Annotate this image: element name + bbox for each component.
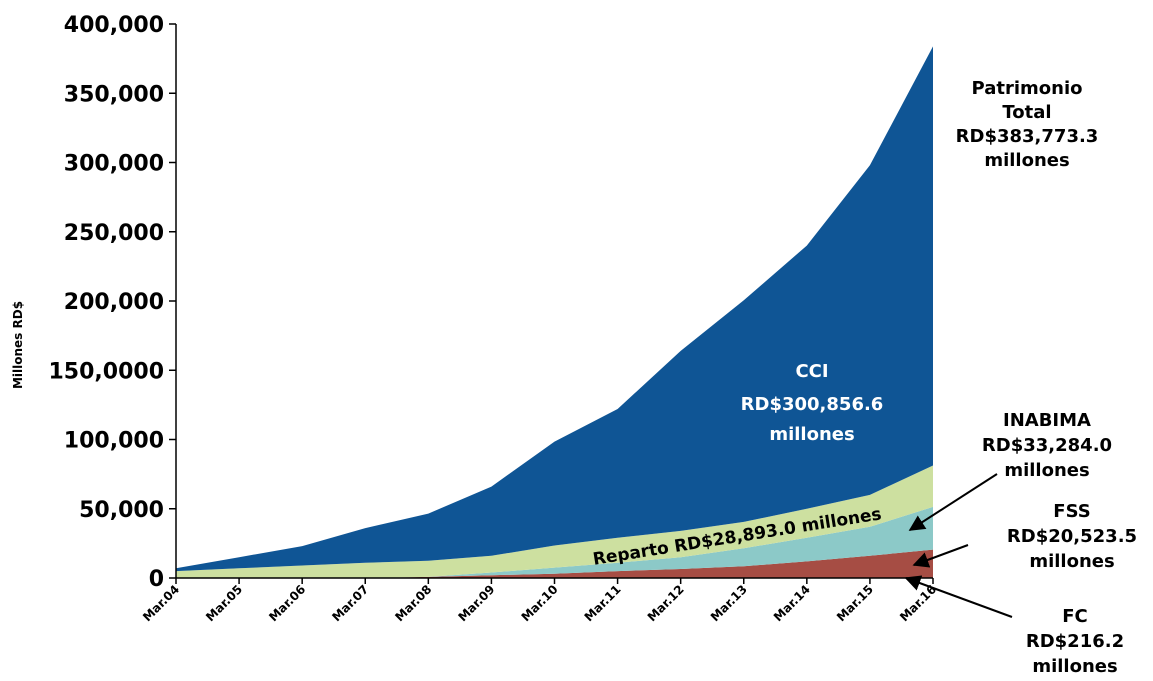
cci-annotation: CCI RD$300,856.6 millones: [741, 361, 884, 445]
y-axis-label: Millones RD$: [11, 301, 25, 389]
x-tick-label: Mar.14: [771, 582, 813, 624]
y-tick-label: 250,000: [64, 221, 164, 246]
area-fc: [176, 549, 933, 578]
inabima-annotation: INABIMA RD$33,284.0 millones: [982, 410, 1112, 481]
fss-label: FSS: [1053, 501, 1090, 522]
fc-arrow: [904, 575, 1013, 618]
total-label-2: Total: [1002, 102, 1051, 123]
total-annotation: Patrimonio Total RD$383,773.3 millones: [956, 78, 1099, 171]
y-ticks: 0 50,000 100,000 150,0000 200,000 250,000 300,…: [48, 13, 176, 592]
cci-unit: millones: [769, 424, 854, 445]
x-tick-label: Mar.07: [329, 582, 371, 624]
y-tick-label: 300,000: [64, 152, 164, 177]
x-ticks: Mar.04 Mar.05 Mar.06 Mar.07 Mar.08 Mar.09 Mar.…: [140, 578, 939, 624]
total-value: RD$383,773.3: [956, 126, 1099, 147]
area-cci: [176, 46, 933, 572]
total-label-1: Patrimonio: [972, 78, 1083, 99]
y-tick-label: 350,000: [64, 82, 164, 107]
x-tick-label: Mar.15: [834, 582, 876, 624]
area-reparto: [176, 465, 933, 578]
y-tick-label: 50,000: [79, 498, 164, 523]
total-unit: millones: [984, 150, 1069, 171]
fc-annotation: FC RD$216.2 millones: [1026, 606, 1124, 677]
area-fss: [176, 506, 933, 578]
inabima-arrow: [908, 473, 998, 531]
inabima-unit: millones: [1004, 460, 1089, 481]
x-tick-label: Mar.08: [392, 582, 434, 624]
fss-annotation: FSS RD$20,523.5 millones: [1007, 501, 1137, 572]
x-tick-label: Mar.10: [519, 582, 561, 624]
fss-value: RD$20,523.5: [1007, 526, 1137, 547]
fss-arrow: [912, 544, 969, 568]
y-tick-label: 100,000: [64, 429, 164, 454]
x-tick-label: Mar.12: [645, 582, 687, 624]
area-layers: [176, 46, 933, 578]
x-tick-label: Mar.06: [266, 582, 308, 624]
x-tick-label: Mar.05: [203, 582, 245, 624]
fss-unit: millones: [1029, 551, 1114, 572]
inabima-value: RD$33,284.0: [982, 435, 1112, 456]
y-tick-label: 150,0000: [48, 359, 164, 384]
y-tick-label: 200,000: [64, 290, 164, 315]
fc-value: RD$216.2: [1026, 631, 1124, 652]
x-tick-label: Mar.11: [582, 582, 624, 624]
y-tick-label: 400,000: [64, 13, 164, 38]
cci-value: RD$300,856.6: [741, 394, 884, 415]
fc-unit: millones: [1032, 656, 1117, 677]
y-tick-label: 0: [149, 567, 164, 592]
x-tick-label: Mar.13: [708, 582, 750, 624]
fc-label: FC: [1062, 606, 1088, 627]
inabima-label: INABIMA: [1003, 410, 1091, 431]
x-tick-label: Mar.09: [455, 582, 497, 624]
cci-label: CCI: [795, 361, 828, 382]
